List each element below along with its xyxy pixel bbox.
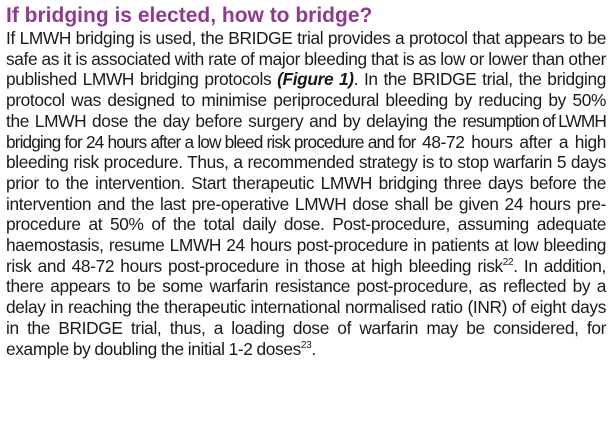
section-heading: If bridging is elected, how to bridge? bbox=[6, 4, 373, 27]
body-paragraph: If LMWH bridging is used, the BRIDGE tri… bbox=[6, 28, 607, 359]
paragraph-text-5: . In addition, there appears to be some … bbox=[6, 255, 606, 359]
paragraph-text-6: . bbox=[311, 338, 316, 359]
paragraph-text-4: 48-72 hours after a high bleeding risk p… bbox=[6, 131, 607, 276]
paragraph-text-3: resumption of LWMH bridging for 24 hours… bbox=[6, 110, 607, 152]
document-section: If bridging is elected, how to bridge? I… bbox=[6, 3, 607, 359]
paragraph-text-1: If LMWH bridging is used, the BRIDGE tri… bbox=[6, 28, 606, 90]
paragraph-text-2: . In the BRIDGE trial, the bridging prot… bbox=[6, 69, 606, 131]
figure-reference: (Figure 1) bbox=[277, 69, 354, 90]
citation-22: 22 bbox=[502, 256, 514, 268]
citation-23: 23 bbox=[300, 339, 312, 351]
